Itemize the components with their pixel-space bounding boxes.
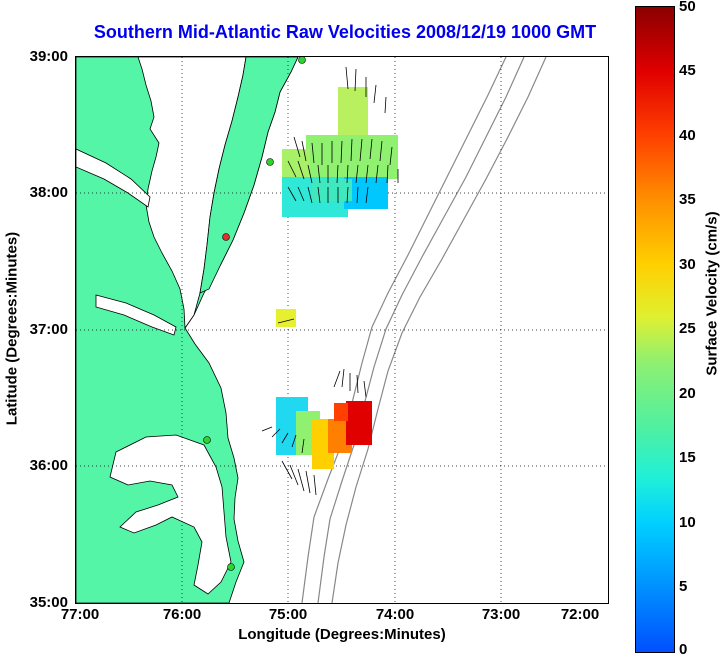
x-tick-label: 76:00	[162, 606, 202, 623]
colorbar-tick-label: 45	[679, 62, 696, 79]
map-title: Southern Mid-Atlantic Raw Velocities 200…	[93, 22, 597, 42]
station-marker	[298, 57, 306, 64]
y-tick-label: 35:00	[29, 594, 68, 611]
radar-stations	[203, 57, 306, 571]
colorbar-tick-label: 30	[679, 256, 696, 273]
velocity-arrow-mid	[277, 318, 295, 324]
station-marker	[222, 233, 230, 241]
colorbar-tick-label: 35	[679, 191, 696, 208]
colorbar-tick-label: 50	[679, 0, 696, 15]
colorbar-tick-label: 15	[679, 449, 696, 466]
station-marker	[203, 436, 211, 444]
y-tick-label: 38:00	[29, 184, 68, 201]
james-river	[95, 294, 177, 336]
colorbar-tick-label: 0	[679, 641, 688, 658]
station-marker	[227, 563, 235, 571]
y-tick-label: 37:00	[29, 321, 68, 338]
colorbar-tick-label: 20	[679, 385, 696, 402]
velocity-arrows-south	[261, 368, 367, 496]
x-tick-label: 75:00	[268, 606, 308, 623]
colorbar-tick-label: 10	[679, 514, 696, 531]
colorbar-label: Surface Velocity (cm/s)	[703, 211, 721, 376]
velocity-arrows-north	[287, 66, 399, 204]
velocity-patch-mid	[276, 309, 296, 327]
velocity-field-south	[276, 397, 372, 469]
colorbar	[635, 6, 675, 653]
colorbar-tick-label: 25	[679, 320, 696, 337]
grid-lines	[76, 57, 608, 603]
y-tick-label: 36:00	[29, 457, 68, 474]
potomac-river	[76, 148, 151, 208]
y-tick-label: 39:00	[29, 48, 68, 65]
map-canvas	[76, 57, 608, 603]
y-axis-label: Latitude (Degrees:Minutes)	[3, 231, 21, 426]
colorbar-tick-label: 5	[679, 578, 688, 595]
x-tick-label: 72:00	[560, 606, 600, 623]
x-axis-label: Longitude (Degrees:Minutes)	[238, 626, 446, 643]
pamlico-sound	[109, 434, 232, 595]
station-marker	[266, 158, 274, 166]
bathymetry-contour	[301, 57, 507, 603]
x-tick-label: 74:00	[375, 606, 415, 623]
colorbar-tick-label: 40	[679, 127, 696, 144]
x-tick-label: 73:00	[481, 606, 521, 623]
x-tick-label: 77:00	[60, 606, 100, 623]
bathymetry-contour	[331, 57, 547, 603]
map-plot-area[interactable]	[75, 56, 609, 604]
bathymetry-contour	[317, 57, 525, 603]
